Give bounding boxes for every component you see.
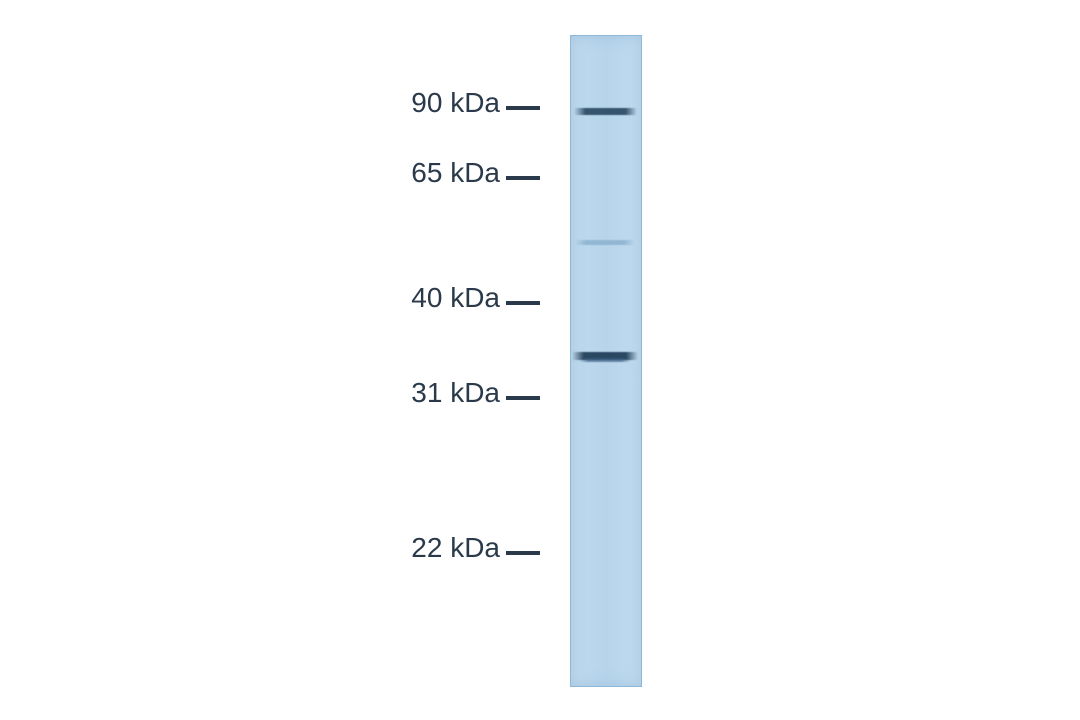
- mw-marker: 31 kDa: [0, 381, 540, 405]
- mw-marker-tick: [506, 396, 540, 400]
- mw-marker: 65 kDa: [0, 161, 540, 185]
- mw-marker-label: 90 kDa: [0, 87, 500, 119]
- protein-band: [574, 108, 637, 115]
- blot-figure: 90 kDa 65 kDa 40 kDa 31 kDa 22 kDa: [0, 0, 1080, 720]
- mw-marker-tick: [506, 551, 540, 555]
- protein-band: [575, 240, 635, 245]
- mw-marker-label: 22 kDa: [0, 532, 500, 564]
- mw-marker: 90 kDa: [0, 91, 540, 115]
- mw-marker-label: 40 kDa: [0, 282, 500, 314]
- protein-band: [579, 358, 632, 362]
- mw-marker-tick: [506, 106, 540, 110]
- mw-marker-tick: [506, 176, 540, 180]
- mw-marker: 22 kDa: [0, 536, 540, 560]
- mw-marker-tick: [506, 301, 540, 305]
- mw-marker-label: 65 kDa: [0, 157, 500, 189]
- mw-marker: 40 kDa: [0, 286, 540, 310]
- mw-marker-label: 31 kDa: [0, 377, 500, 409]
